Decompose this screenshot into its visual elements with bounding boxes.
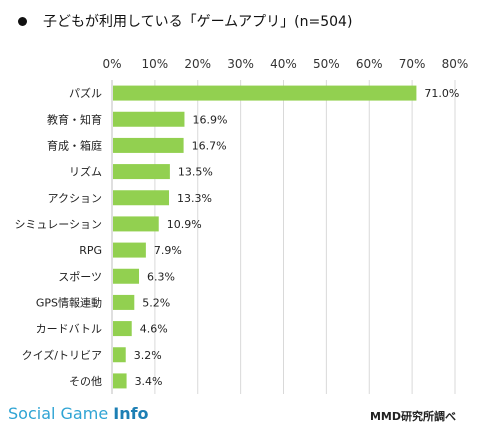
category-label: パズル [69,86,102,100]
data-label: 3.4% [135,375,163,388]
x-tick-label: 20% [184,57,211,71]
source-note: MMD研究所調べ [369,410,456,423]
x-tick-label: 30% [227,57,254,71]
bar [113,216,159,232]
bullet-icon [18,16,27,26]
x-tick-label: 50% [313,57,340,71]
bar [113,111,185,127]
bar [113,242,146,258]
chart-title: 子どもが利用している「ゲームアプリ」(n=504) [43,14,353,30]
bar [113,268,140,284]
data-label: 71.0% [424,87,459,100]
category-label: GPS情報連動 [36,295,102,309]
bar [113,347,126,363]
bar [113,137,184,153]
category-label: カードバトル [36,323,102,336]
x-tick-label: 40% [270,57,297,71]
bar [113,373,127,389]
x-tick-label: 0% [102,57,121,71]
data-label: 13.5% [178,166,213,179]
category-label: 育成・箱庭 [47,138,102,152]
chart-title-row: 子どもが利用している「ゲームアプリ」(n=504) [10,10,352,32]
brand-name-strong: Info [113,404,149,423]
x-tick-label: 80% [442,57,469,71]
category-label: スポーツ [58,270,102,283]
x-tick-label: 10% [142,57,169,71]
category-label: 教育・知育 [47,112,102,126]
category-label: リズム [69,165,102,179]
category-label: シミュレーション [14,218,102,231]
bar [113,164,170,180]
data-label: 16.7% [192,139,227,152]
category-label: RPG [79,244,102,257]
x-tick-label: 70% [399,57,426,71]
data-label: 13.3% [177,192,212,205]
x-tick-label: 60% [356,57,383,71]
bar [113,190,170,206]
data-label: 10.9% [167,218,202,231]
brand-name: Social Game [8,404,114,423]
data-label: 5.2% [142,296,170,309]
data-label: 16.9% [192,113,227,126]
data-label: 3.2% [134,349,162,362]
category-label: その他 [69,375,102,388]
bar [113,321,132,337]
data-label: 7.9% [154,244,182,257]
category-label: アクション [48,192,102,205]
bar [113,294,135,310]
data-label: 4.6% [140,323,168,336]
brand-logo: Social Game Info [8,404,149,423]
bar [113,85,417,101]
category-label: クイズ/トリビア [22,348,102,362]
data-label: 6.3% [147,270,175,283]
